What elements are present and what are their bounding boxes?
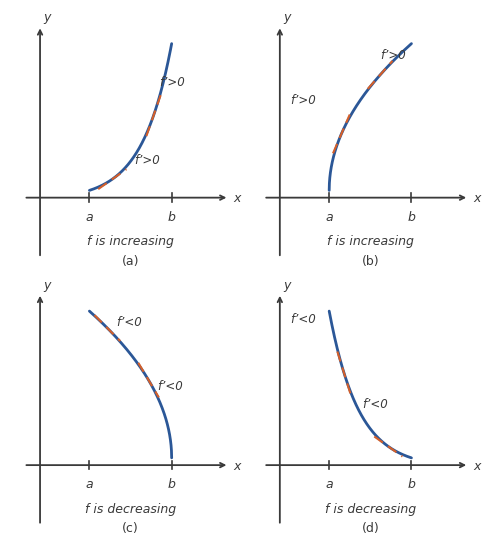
Text: y: y [43,279,51,292]
Text: x: x [233,460,241,473]
Text: b: b [408,478,415,492]
Text: x: x [473,192,481,206]
Text: f’>0: f’>0 [159,76,185,89]
Text: f is increasing: f is increasing [327,235,414,248]
Text: f’>0: f’>0 [134,155,160,168]
Text: y: y [283,279,291,292]
Text: x: x [233,192,241,206]
Text: a: a [86,478,93,492]
Text: (a): (a) [122,255,139,268]
Text: b: b [168,478,176,492]
Text: (b): (b) [361,255,379,268]
Text: x: x [473,460,481,473]
Text: y: y [283,12,291,24]
Text: (d): (d) [361,522,379,535]
Text: y: y [43,12,51,24]
Text: f’<0: f’<0 [157,380,183,392]
Text: f’<0: f’<0 [362,398,388,411]
Text: f is increasing: f is increasing [87,235,174,248]
Text: b: b [168,211,176,224]
Text: b: b [408,211,415,224]
Text: f’<0: f’<0 [290,313,316,326]
Text: (c): (c) [122,522,139,535]
Text: a: a [325,478,333,492]
Text: f’<0: f’<0 [116,316,142,329]
Text: f is decreasing: f is decreasing [325,503,416,516]
Text: a: a [325,211,333,224]
Text: f is decreasing: f is decreasing [85,503,176,516]
Text: f’>0: f’>0 [290,94,316,107]
Text: a: a [86,211,93,224]
Text: f’>0: f’>0 [381,49,406,62]
